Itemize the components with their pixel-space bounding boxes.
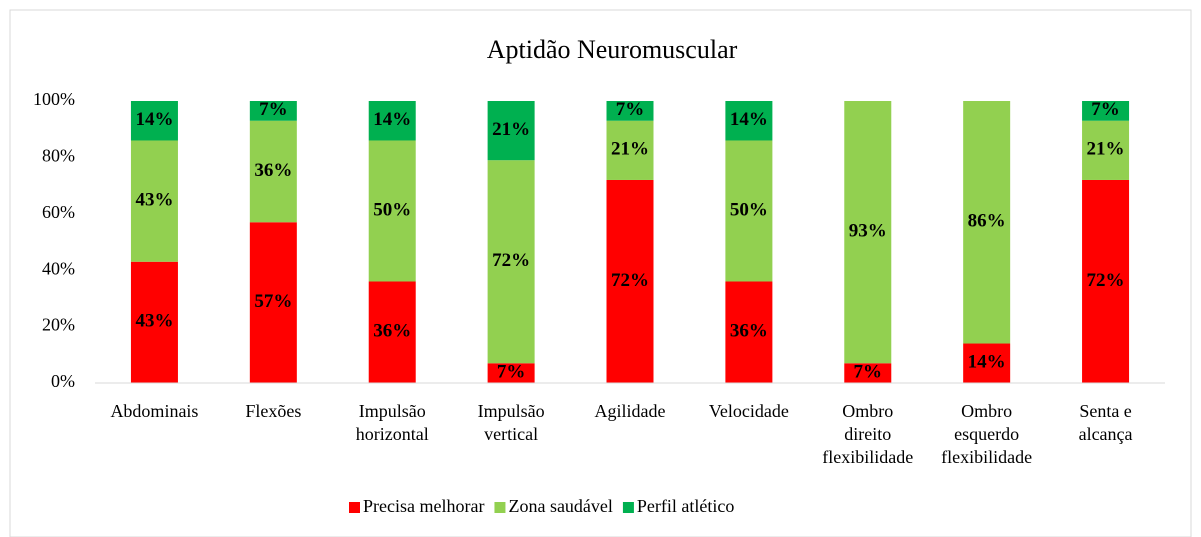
data-label: 93% (849, 220, 887, 241)
legend-swatch (494, 502, 506, 513)
legend-swatch (622, 502, 634, 513)
bar-segment (963, 101, 1011, 344)
legend-swatch (349, 502, 360, 513)
bar-segment (249, 222, 297, 383)
data-label: 57% (254, 291, 292, 312)
x-tick-label: Impulsão horizontal (356, 401, 429, 444)
data-label: 21% (492, 119, 530, 140)
data-label: 7% (1091, 99, 1120, 120)
data-label: 43% (135, 189, 173, 210)
data-label: 36% (373, 321, 411, 342)
chart-title: Aptidão Neuromuscular (487, 35, 738, 64)
data-label: 86% (968, 211, 1006, 232)
data-label: 72% (492, 250, 530, 271)
data-label: 14% (373, 109, 411, 130)
x-tick-label: Senta e alcança (1079, 401, 1133, 444)
y-tick-label: 60% (42, 202, 75, 222)
legend-label: Precisa melhorar (363, 496, 484, 516)
data-label: 21% (611, 139, 649, 160)
y-tick-label: 40% (42, 258, 75, 278)
x-tick-label: Ombro esquerdo flexibilidade (941, 401, 1032, 467)
legend-label: Zona saudável (508, 496, 612, 516)
data-label: 72% (1087, 270, 1125, 291)
bar-segment (725, 101, 773, 141)
bar-segment (844, 101, 892, 364)
data-label: 14% (135, 109, 173, 130)
data-label: 7% (259, 99, 288, 120)
bar-segment (130, 101, 178, 141)
x-tick-label: Abdominais (110, 401, 198, 421)
bar-segment (1082, 101, 1130, 121)
y-tick-label: 100% (33, 89, 75, 109)
x-tick-label: Ombro direito flexibilidade (822, 401, 913, 467)
data-label: 21% (1087, 139, 1125, 160)
x-tick-label: Flexões (245, 401, 301, 421)
data-label: 43% (135, 311, 173, 332)
bar-segment (844, 363, 892, 383)
y-tick-label: 20% (42, 315, 75, 335)
bar-segment (963, 343, 1011, 383)
bar-segment (725, 281, 773, 383)
bar-segment (249, 101, 297, 121)
data-label: 14% (968, 352, 1006, 373)
data-label: 7% (497, 361, 526, 382)
bar-segment (130, 261, 178, 383)
bar-segment (606, 120, 654, 180)
data-label: 50% (730, 199, 768, 220)
data-label: 7% (854, 361, 883, 382)
bar-segment (487, 101, 535, 161)
data-label: 14% (730, 109, 768, 130)
legend-label: Perfil atlético (637, 496, 734, 516)
bar-segment (368, 140, 416, 282)
bar-segment (606, 101, 654, 121)
bar-segment (130, 140, 178, 262)
x-tick-label: Agilidade (595, 401, 666, 421)
bar-segment (606, 179, 654, 383)
data-label: 50% (373, 199, 411, 220)
bar-segment (725, 140, 773, 282)
data-label: 72% (611, 270, 649, 291)
data-label: 36% (730, 321, 768, 342)
bar-segment (487, 160, 535, 364)
y-tick-label: 0% (51, 371, 75, 391)
bar-segment (487, 363, 535, 383)
x-tick-label: Impulsão vertical (478, 401, 545, 444)
bar-segment (368, 101, 416, 141)
data-label: 36% (254, 160, 292, 181)
bar-segment (1082, 120, 1130, 180)
bar-segment (1082, 179, 1130, 383)
bar-segment (368, 281, 416, 383)
bar-segment (249, 120, 297, 223)
x-tick-label: Velocidade (709, 401, 789, 421)
y-tick-label: 80% (42, 146, 75, 166)
data-label: 7% (616, 99, 645, 120)
